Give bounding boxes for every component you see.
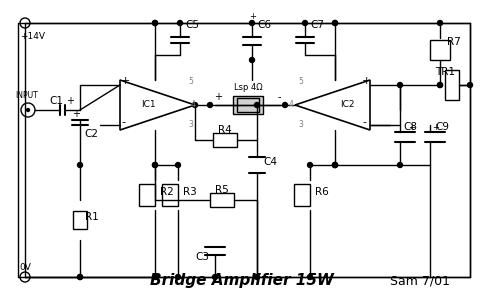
Text: C9: C9 [434,122,448,132]
Text: +: + [431,123,438,132]
Circle shape [212,275,217,279]
Circle shape [77,163,82,168]
Circle shape [249,58,254,63]
Bar [212,133,237,147]
Text: +14V: +14V [20,32,45,41]
Bar [232,96,262,114]
Text: +: + [66,96,74,106]
Text: R2: R2 [160,187,173,197]
Text: C6: C6 [257,20,271,30]
Text: Lsp 4Ω: Lsp 4Ω [233,83,262,92]
Text: +: + [407,123,414,132]
Circle shape [467,83,471,88]
Text: Bridge Amplifier 15W: Bridge Amplifier 15W [150,273,333,288]
Text: R3: R3 [182,187,197,197]
Text: +: + [72,109,80,119]
Text: C2: C2 [84,129,98,139]
Bar [162,184,178,206]
Text: -: - [121,117,125,127]
Text: Sam 7/01: Sam 7/01 [389,275,449,288]
Circle shape [332,20,337,25]
Circle shape [77,275,82,279]
Circle shape [397,83,402,88]
Circle shape [282,102,287,107]
Text: R5: R5 [215,185,228,195]
Circle shape [152,163,157,168]
Circle shape [249,20,254,25]
Circle shape [152,20,157,25]
Text: R4: R4 [218,125,231,135]
Bar [73,211,87,229]
Text: R6: R6 [314,187,328,197]
Text: IC1: IC1 [140,100,155,109]
Circle shape [307,163,312,168]
Text: 3: 3 [297,120,302,129]
Text: TR1: TR1 [434,67,454,77]
Text: 0V: 0V [19,263,31,272]
Circle shape [332,163,337,168]
Circle shape [437,83,441,88]
Circle shape [332,163,337,168]
Circle shape [437,20,441,25]
Text: -: - [277,92,281,102]
Bar [237,98,258,112]
Circle shape [207,102,212,107]
Circle shape [175,163,180,168]
Text: 5: 5 [297,77,302,86]
Circle shape [21,103,35,117]
Bar [429,40,449,60]
Text: -: - [361,117,365,127]
Circle shape [20,18,30,28]
Circle shape [307,275,312,279]
Circle shape [27,109,30,112]
Text: C8: C8 [402,122,416,132]
Bar [293,184,309,206]
Text: 4: 4 [288,100,293,109]
Text: C4: C4 [262,157,276,167]
Text: 3: 3 [188,120,193,129]
Circle shape [437,83,441,88]
Text: INPUT: INPUT [15,91,38,100]
Bar [210,193,233,207]
Text: 4: 4 [191,100,196,109]
Circle shape [177,20,182,25]
Circle shape [254,102,259,107]
Text: R7: R7 [446,37,460,47]
Circle shape [152,275,157,279]
Text: +: + [248,12,256,21]
Text: C3: C3 [195,252,209,262]
Text: C7: C7 [309,20,323,30]
Text: C1: C1 [49,96,63,106]
Circle shape [152,20,157,25]
Circle shape [77,275,82,279]
Circle shape [20,272,30,282]
Text: C5: C5 [184,20,198,30]
Text: R1: R1 [85,212,99,222]
Circle shape [302,20,307,25]
Text: IC2: IC2 [339,100,353,109]
Circle shape [152,163,157,168]
Bar [444,70,458,100]
Text: +: + [213,92,222,102]
Text: +: + [361,76,371,86]
Circle shape [397,163,402,168]
Circle shape [332,163,337,168]
Text: +: + [121,76,130,86]
Circle shape [175,275,180,279]
Circle shape [192,102,197,107]
Text: 5: 5 [188,77,193,86]
Circle shape [254,275,259,279]
Circle shape [332,20,337,25]
Bar [139,184,155,206]
